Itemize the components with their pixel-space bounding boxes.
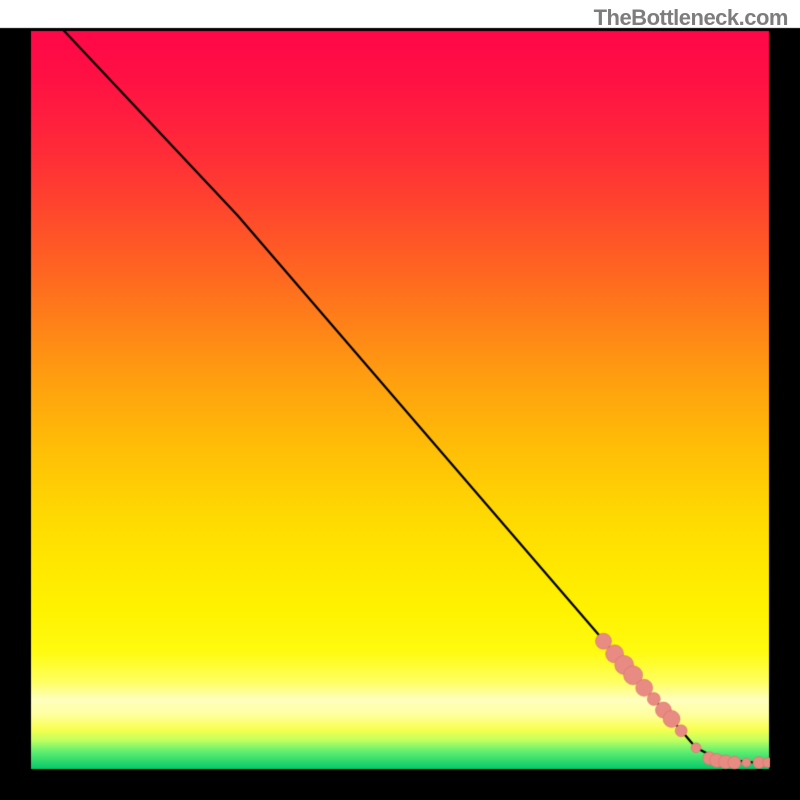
bottleneck-chart bbox=[0, 0, 800, 800]
watermark-text: TheBottleneck.com bbox=[594, 5, 788, 31]
